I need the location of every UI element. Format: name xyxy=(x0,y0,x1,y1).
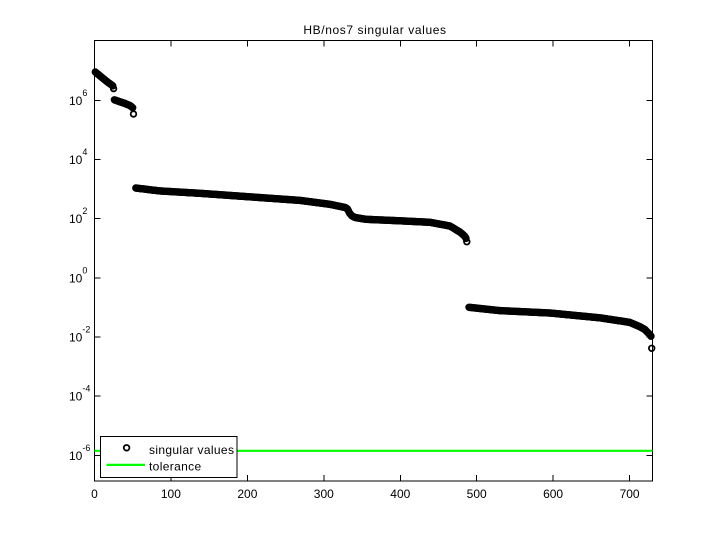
svg-text:HB/nos7 singular values: HB/nos7 singular values xyxy=(303,23,446,37)
svg-text:600: 600 xyxy=(543,487,563,501)
svg-text:100: 100 xyxy=(161,487,181,501)
svg-text:200: 200 xyxy=(237,487,257,501)
svg-text:400: 400 xyxy=(390,487,410,501)
svg-text:singular values: singular values xyxy=(149,443,234,457)
svg-text:tolerance: tolerance xyxy=(149,459,202,473)
svg-text:300: 300 xyxy=(314,487,334,501)
svg-text:700: 700 xyxy=(620,487,640,501)
svg-text:0: 0 xyxy=(91,487,98,501)
svg-text:500: 500 xyxy=(467,487,487,501)
